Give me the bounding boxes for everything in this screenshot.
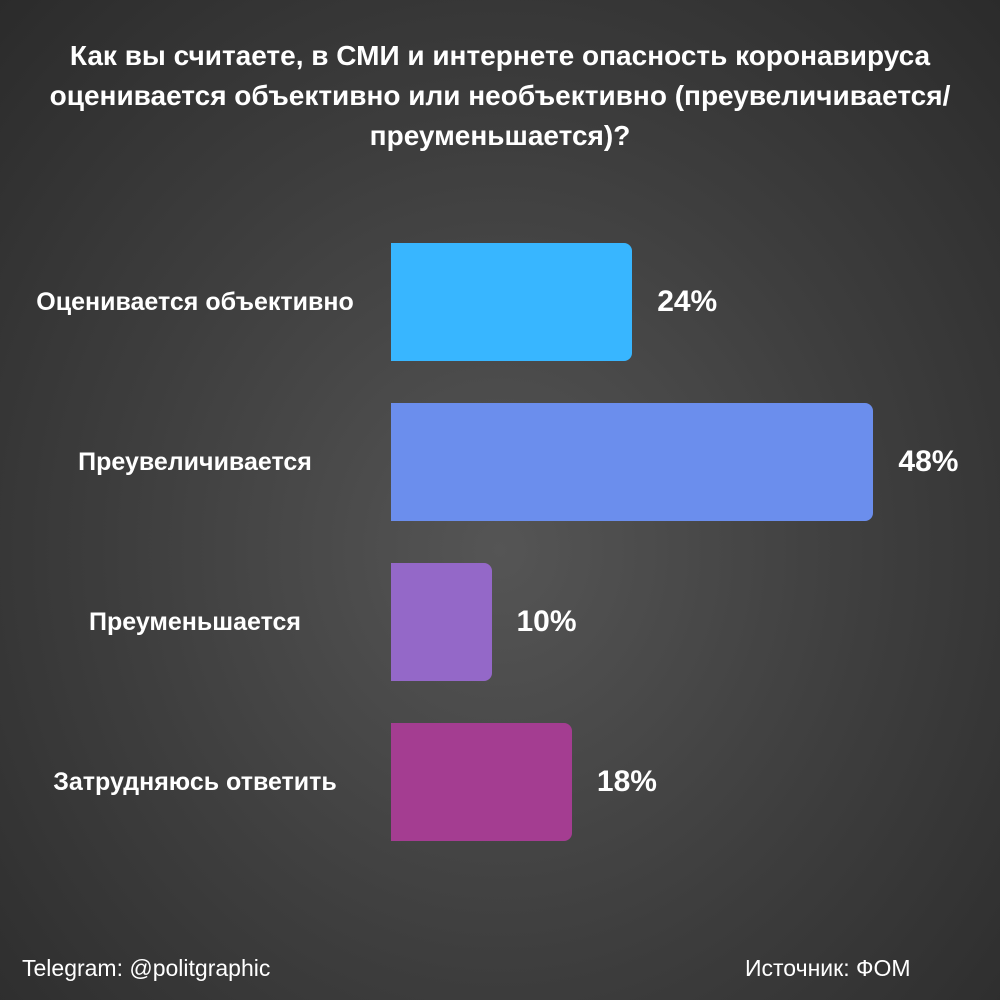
bar (391, 243, 633, 361)
value-label: 24% (657, 285, 718, 318)
chart-title: Как вы считаете, в СМИ и интернете опасн… (49, 40, 951, 151)
category-label: Оценивается объективно (36, 288, 354, 316)
category-label: Преувеличивается (78, 448, 312, 476)
value-label: 48% (898, 445, 959, 478)
value-label: 10% (516, 605, 577, 638)
bar (391, 403, 874, 521)
category-label: Преуменьшается (89, 608, 301, 636)
category-label: Затрудняюсь ответить (53, 768, 337, 796)
bar (391, 563, 492, 681)
footer-right: Источник: ФОМ (745, 955, 911, 981)
footer-left: Telegram: @politgraphic (22, 955, 271, 981)
value-label: 18% (596, 765, 657, 798)
bar (391, 723, 572, 841)
